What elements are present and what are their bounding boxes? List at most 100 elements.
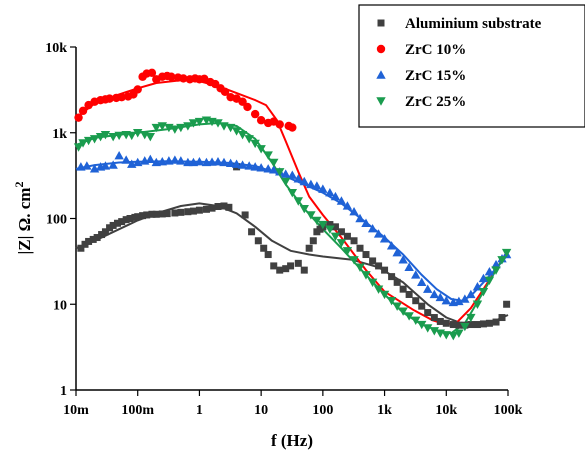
data-point — [194, 156, 205, 166]
legend: Aluminium substrate ZrC 10% ZrC 15% ZrC 25% — [358, 4, 585, 128]
data-point — [231, 127, 242, 136]
legend-items: Aluminium substrate ZrC 10% ZrC 15% ZrC 25% — [376, 16, 542, 110]
data-point — [243, 102, 252, 112]
data-point — [467, 321, 475, 329]
data-point — [404, 262, 414, 271]
data-point — [355, 263, 365, 272]
data-point — [167, 72, 176, 81]
data-point — [449, 321, 457, 329]
data-point — [108, 160, 118, 169]
legend-marker — [376, 97, 386, 106]
data-point — [318, 184, 328, 193]
data-point — [361, 218, 371, 227]
data-point — [454, 329, 464, 338]
data-point — [219, 157, 229, 167]
data-point — [219, 122, 229, 131]
data-point — [237, 160, 248, 169]
x-tick-label: 10m — [63, 403, 89, 418]
data-point — [312, 216, 322, 226]
data-point — [484, 266, 495, 276]
data-point — [423, 324, 433, 333]
data-point — [460, 294, 470, 303]
data-point — [293, 197, 303, 206]
data-point — [429, 289, 440, 299]
data-point — [194, 117, 205, 127]
data-point — [281, 169, 291, 178]
data-point — [305, 244, 313, 252]
data-point — [287, 262, 295, 270]
data-point — [256, 145, 266, 154]
data-point — [392, 302, 402, 311]
data-point — [118, 218, 126, 226]
data-point — [195, 206, 203, 214]
data-point — [337, 228, 345, 236]
data-point — [106, 224, 114, 232]
data-point — [114, 131, 124, 141]
data-point — [244, 161, 254, 170]
data-point — [398, 255, 408, 264]
data-points — [73, 68, 512, 341]
data-point — [127, 131, 137, 141]
data-point — [436, 317, 444, 325]
data-point — [331, 223, 339, 231]
legend-label: ZrC 10% — [405, 42, 466, 58]
data-point — [503, 300, 511, 308]
data-point — [213, 119, 223, 128]
data-point — [208, 204, 216, 212]
y-axis-title-superscript: 2 — [12, 182, 26, 188]
data-point — [300, 266, 308, 274]
data-point — [89, 235, 97, 243]
data-point — [379, 290, 390, 300]
data-point — [163, 210, 171, 218]
data-point — [442, 319, 450, 327]
y-tick-label: 1k — [52, 127, 67, 142]
data-point — [306, 179, 316, 189]
data-point — [122, 216, 130, 224]
data-point — [325, 187, 335, 197]
data-point — [256, 163, 266, 172]
data-point — [309, 237, 317, 245]
data-point — [256, 116, 266, 125]
data-point — [466, 313, 476, 323]
data-point — [78, 139, 88, 148]
x-tick-label: 100 — [312, 403, 333, 418]
series-points — [76, 150, 512, 307]
data-point — [152, 210, 160, 218]
data-point — [392, 247, 402, 257]
series-points — [77, 163, 511, 329]
data-point — [231, 159, 242, 168]
data-point — [108, 132, 118, 142]
data-point — [183, 122, 193, 131]
data-point — [114, 150, 124, 160]
data-point — [497, 256, 507, 265]
data-point — [336, 239, 347, 248]
data-point — [478, 288, 489, 297]
axis-ticks: 10m 100m 1 10 100 1k 10k 100k 1 10 100 1k 10k — [45, 41, 522, 418]
data-point — [179, 74, 188, 83]
data-point — [147, 68, 157, 78]
x-tick-label: 100k — [494, 403, 523, 418]
data-point — [448, 331, 459, 341]
data-point — [418, 302, 426, 310]
legend-marker — [376, 70, 386, 79]
data-point — [158, 210, 166, 218]
data-point — [491, 266, 501, 275]
data-point — [349, 207, 359, 216]
fit-line — [75, 160, 509, 302]
data-point — [260, 244, 268, 252]
x-tick-label: 10 — [254, 403, 268, 418]
data-point — [241, 211, 249, 219]
y-tick-label: 1 — [60, 384, 67, 399]
data-point — [171, 209, 179, 217]
data-point — [176, 156, 186, 165]
data-point — [100, 161, 111, 170]
data-point — [184, 208, 192, 216]
data-point — [263, 151, 273, 160]
data-point — [484, 276, 495, 286]
data-point — [287, 170, 298, 179]
data-point — [375, 262, 383, 270]
data-point — [399, 285, 407, 293]
data-point — [430, 314, 438, 322]
data-point — [263, 164, 273, 173]
